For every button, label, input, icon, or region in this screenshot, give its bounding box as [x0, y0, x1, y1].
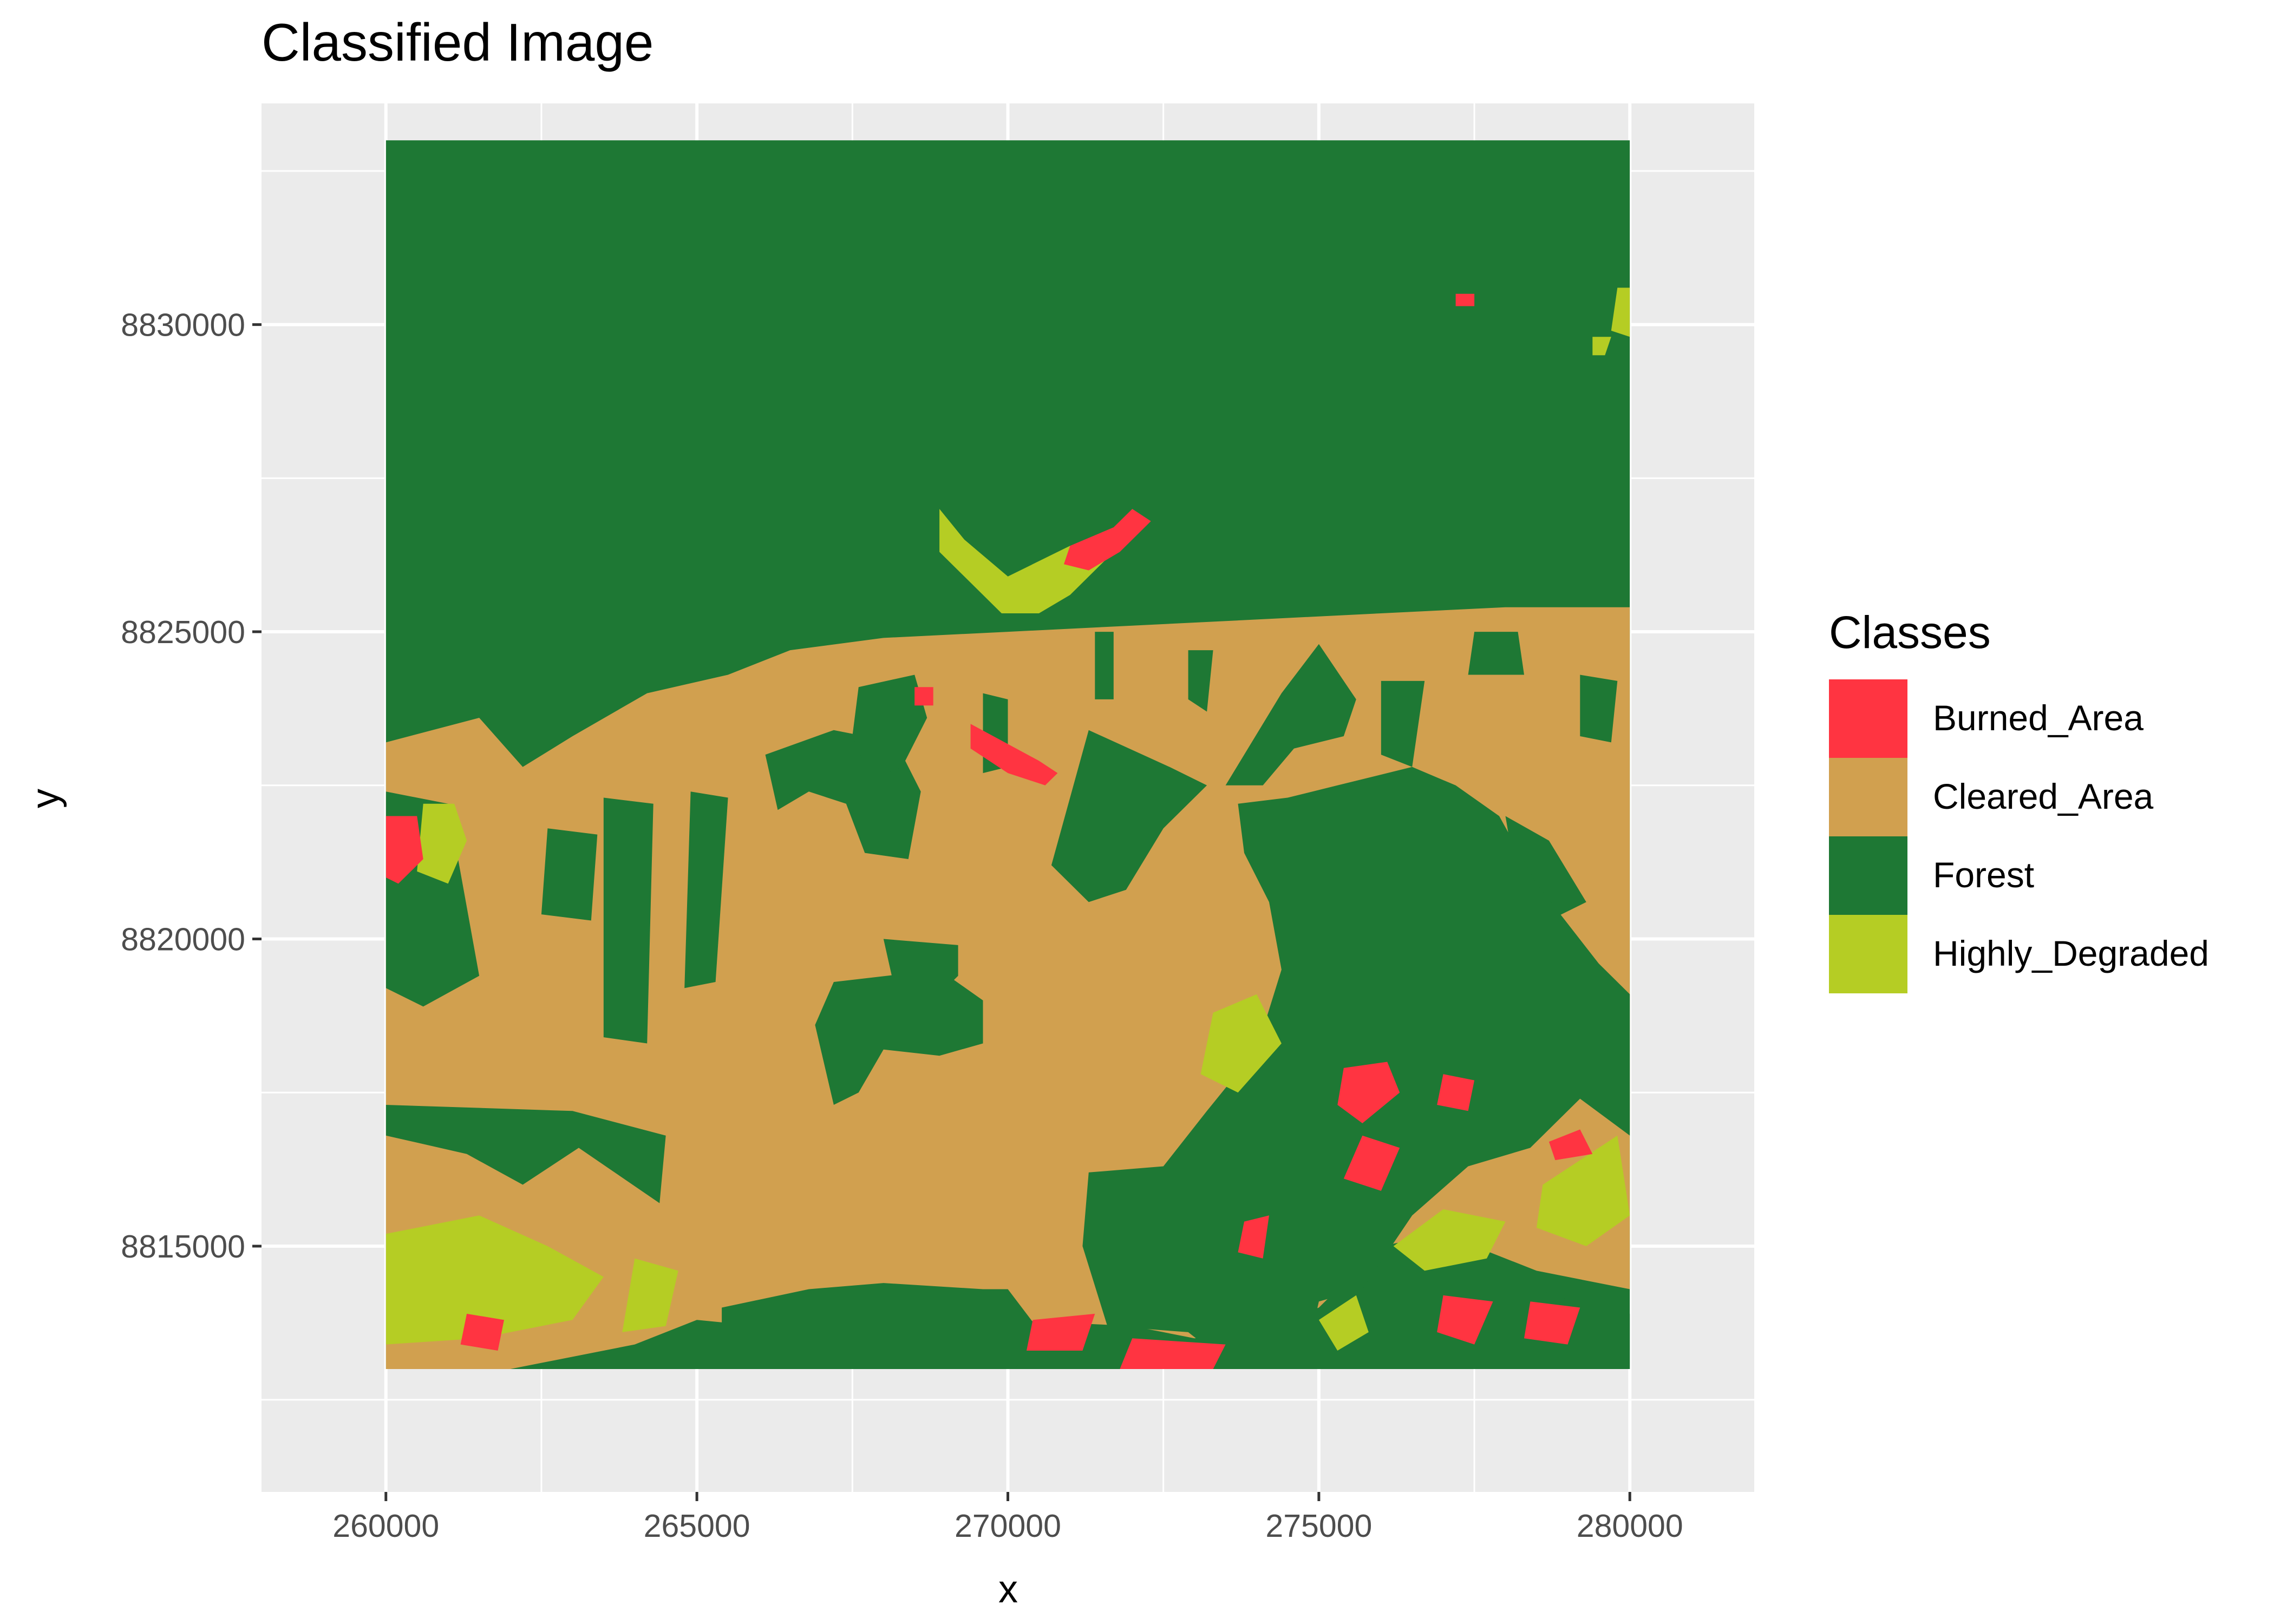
- raster-region: [970, 724, 1058, 785]
- raster-region: [541, 828, 598, 921]
- raster-region: [1437, 1295, 1493, 1345]
- raster: [385, 140, 1630, 1369]
- raster-region: [1082, 767, 1630, 1357]
- legend: Classes Burned_Area Cleared_Area Forest Hig…: [1829, 607, 2209, 993]
- plot-panel: [262, 103, 1754, 1492]
- raster-region: [1580, 675, 1618, 743]
- y-axis-ticks: 8815000 8820000 8825000 8830000: [121, 307, 262, 1265]
- raster-layer-highly-degraded: [385, 287, 1630, 1351]
- raster-region: [684, 791, 728, 988]
- legend-keys: Burned_Area Cleared_Area Forest Highly_Degr…: [1829, 679, 2209, 993]
- raster-region: [1468, 632, 1524, 675]
- raster-region: [1524, 1301, 1580, 1345]
- raster-region: [1225, 644, 1356, 785]
- raster-region: [1095, 632, 1114, 699]
- x-tick-label: 260000: [332, 1508, 439, 1544]
- raster-region: [1548, 1129, 1593, 1161]
- x-tick-label: 275000: [1265, 1508, 1372, 1544]
- x-axis-ticks: 260000 265000 270000 275000 280000: [332, 1492, 1683, 1544]
- raster-layer-burned-area: [385, 293, 1593, 1369]
- raster-region: [1120, 1338, 1226, 1369]
- raster-region: [385, 1215, 604, 1345]
- x-tick-label: 265000: [644, 1508, 750, 1544]
- legend-label: Cleared_Area: [1933, 776, 2154, 816]
- legend-label: Highly_Degraded: [1933, 933, 2209, 973]
- y-axis-label: y: [24, 789, 67, 808]
- chart-title: Classified Image: [262, 12, 654, 72]
- legend-key-burned-area: [1829, 679, 1907, 758]
- legend-label: Forest: [1933, 855, 2034, 895]
- x-tick-label: 270000: [955, 1508, 1061, 1544]
- raster-region: [460, 1313, 504, 1351]
- raster-region: [815, 970, 983, 1105]
- raster-region: [1437, 1074, 1475, 1111]
- raster-region: [1611, 287, 1630, 337]
- legend-label: Burned_Area: [1933, 698, 2144, 738]
- raster-region: [1393, 1209, 1506, 1271]
- x-tick-label: 280000: [1577, 1508, 1683, 1544]
- raster-region: [939, 509, 1108, 613]
- raster-region: [1337, 1062, 1400, 1123]
- raster-region: [852, 675, 927, 780]
- raster-region: [417, 803, 467, 884]
- legend-title: Classes: [1829, 607, 1991, 658]
- raster-region: [914, 687, 933, 706]
- y-tick-label: 8820000: [121, 922, 245, 958]
- raster-region: [722, 1283, 1045, 1369]
- raster-region: [1188, 650, 1213, 712]
- raster-region: [1536, 1135, 1630, 1246]
- raster-region: [1051, 730, 1207, 902]
- raster-region: [1455, 293, 1475, 306]
- raster-region: [1592, 337, 1611, 356]
- x-axis-label: x: [998, 1568, 1018, 1611]
- y-tick-label: 8825000: [121, 614, 245, 650]
- raster-region: [622, 1258, 678, 1332]
- raster-region: [603, 797, 654, 1044]
- raster-region: [1200, 994, 1282, 1093]
- raster-region: [1318, 1295, 1369, 1351]
- raster-region: [385, 816, 423, 884]
- raster-region: [1381, 680, 1425, 767]
- y-tick-label: 8815000: [121, 1229, 245, 1265]
- legend-key-highly-degraded: [1829, 915, 1907, 993]
- raster-region: [385, 1105, 666, 1203]
- legend-key-forest: [1829, 836, 1907, 915]
- raster-region: [1063, 509, 1151, 571]
- raster-region: [1238, 1215, 1269, 1259]
- y-tick-label: 8830000: [121, 307, 245, 343]
- raster-region: [1027, 1313, 1095, 1351]
- legend-key-cleared-area: [1829, 758, 1907, 836]
- raster-region: [1343, 1135, 1400, 1191]
